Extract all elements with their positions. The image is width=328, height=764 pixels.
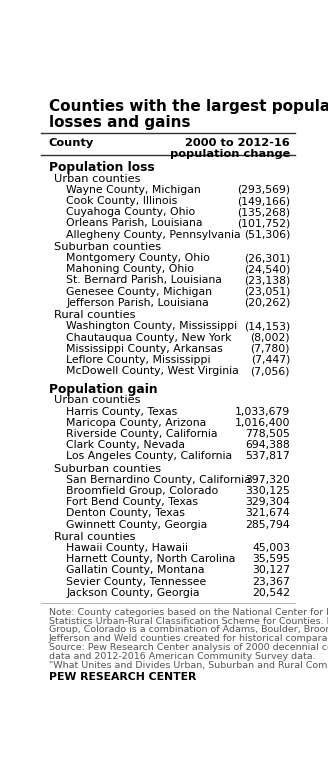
Text: Chautauqua County, New York: Chautauqua County, New York — [66, 332, 232, 342]
Text: Riverside County, California: Riverside County, California — [66, 429, 218, 439]
Text: Rural counties: Rural counties — [54, 310, 135, 320]
Text: Jefferson and Weld counties created for historical comparability.: Jefferson and Weld counties created for … — [49, 634, 328, 643]
Text: 778,505: 778,505 — [245, 429, 290, 439]
Text: Gwinnett County, Georgia: Gwinnett County, Georgia — [66, 520, 208, 529]
Text: 1,033,679: 1,033,679 — [235, 406, 290, 416]
Text: (7,780): (7,780) — [251, 344, 290, 354]
Text: Fort Bend County, Texas: Fort Bend County, Texas — [66, 497, 198, 507]
Text: data and 2012-2016 American Community Survey data.: data and 2012-2016 American Community Su… — [49, 652, 315, 661]
Text: McDowell County, West Virginia: McDowell County, West Virginia — [66, 366, 239, 376]
Text: (135,268): (135,268) — [237, 207, 290, 217]
Text: (14,153): (14,153) — [244, 322, 290, 332]
Text: (8,002): (8,002) — [251, 332, 290, 342]
Text: (20,262): (20,262) — [244, 298, 290, 308]
Text: (26,301): (26,301) — [244, 253, 290, 263]
Text: Population loss: Population loss — [49, 161, 154, 174]
Text: Jefferson Parish, Louisiana: Jefferson Parish, Louisiana — [66, 298, 209, 308]
Text: Montgomery County, Ohio: Montgomery County, Ohio — [66, 253, 210, 263]
Text: 321,674: 321,674 — [245, 508, 290, 519]
Text: Cuyahoga County, Ohio: Cuyahoga County, Ohio — [66, 207, 196, 217]
Text: San Bernardino County, California: San Bernardino County, California — [66, 475, 251, 485]
Text: Washington County, Mississippi: Washington County, Mississippi — [66, 322, 237, 332]
Text: Wayne County, Michigan: Wayne County, Michigan — [66, 185, 201, 195]
Text: 35,595: 35,595 — [252, 555, 290, 565]
Text: Urban counties: Urban counties — [54, 396, 140, 406]
Text: 23,367: 23,367 — [252, 577, 290, 587]
Text: (7,056): (7,056) — [251, 366, 290, 376]
Text: Population gain: Population gain — [49, 383, 157, 396]
Text: 30,127: 30,127 — [252, 565, 290, 575]
Text: Maricopa County, Arizona: Maricopa County, Arizona — [66, 418, 207, 428]
Text: Gallatin County, Montana: Gallatin County, Montana — [66, 565, 205, 575]
Text: PEW RESEARCH CENTER: PEW RESEARCH CENTER — [49, 672, 196, 682]
Text: 2000 to 2012-16: 2000 to 2012-16 — [185, 138, 290, 147]
Text: 1,016,400: 1,016,400 — [235, 418, 290, 428]
Text: Harnett County, North Carolina: Harnett County, North Carolina — [66, 555, 236, 565]
Text: Allegheny County, Pennsylvania: Allegheny County, Pennsylvania — [66, 229, 241, 240]
Text: 694,388: 694,388 — [245, 440, 290, 450]
Text: Suburban counties: Suburban counties — [54, 464, 161, 474]
Text: 45,003: 45,003 — [252, 543, 290, 553]
Text: Harris County, Texas: Harris County, Texas — [66, 406, 178, 416]
Text: Hawaii County, Hawaii: Hawaii County, Hawaii — [66, 543, 188, 553]
Text: Rural counties: Rural counties — [54, 532, 135, 542]
Text: 20,542: 20,542 — [252, 588, 290, 598]
Text: Los Angeles County, California: Los Angeles County, California — [66, 452, 233, 461]
Text: (7,447): (7,447) — [251, 354, 290, 365]
Text: Broomfield Group, Colorado: Broomfield Group, Colorado — [66, 486, 219, 496]
Text: Sevier County, Tennessee: Sevier County, Tennessee — [66, 577, 207, 587]
Text: Jackson County, Georgia: Jackson County, Georgia — [66, 588, 200, 598]
Text: 329,304: 329,304 — [245, 497, 290, 507]
Text: 285,794: 285,794 — [245, 520, 290, 529]
Text: Denton County, Texas: Denton County, Texas — [66, 508, 185, 519]
Text: Statistics Urban-Rural Classification Scheme for Counties. Broomfield: Statistics Urban-Rural Classification Sc… — [49, 617, 328, 626]
Text: (51,306): (51,306) — [244, 229, 290, 240]
Text: Genesee County, Michigan: Genesee County, Michigan — [66, 286, 213, 296]
Text: Urban counties: Urban counties — [54, 173, 140, 183]
Text: (23,051): (23,051) — [244, 286, 290, 296]
Text: Note: County categories based on the National Center for Health: Note: County categories based on the Nat… — [49, 608, 328, 617]
Text: Orleans Parish, Louisiana: Orleans Parish, Louisiana — [66, 219, 203, 228]
Text: (24,540): (24,540) — [244, 264, 290, 274]
Text: Suburban counties: Suburban counties — [54, 242, 161, 252]
Text: Mississippi County, Arkansas: Mississippi County, Arkansas — [66, 344, 223, 354]
Text: (101,752): (101,752) — [237, 219, 290, 228]
Text: County: County — [49, 138, 94, 147]
Text: Leflore County, Mississippi: Leflore County, Mississippi — [66, 354, 211, 365]
Text: Counties with the largest population: Counties with the largest population — [49, 99, 328, 114]
Text: (149,166): (149,166) — [237, 196, 290, 206]
Text: losses and gains: losses and gains — [49, 115, 190, 130]
Text: 397,320: 397,320 — [245, 475, 290, 485]
Text: Clark County, Nevada: Clark County, Nevada — [66, 440, 185, 450]
Text: 330,125: 330,125 — [245, 486, 290, 496]
Text: (293,569): (293,569) — [237, 185, 290, 195]
Text: population change: population change — [170, 149, 290, 159]
Text: Cook County, Illinois: Cook County, Illinois — [66, 196, 178, 206]
Text: (23,138): (23,138) — [244, 276, 290, 286]
Text: Mahoning County, Ohio: Mahoning County, Ohio — [66, 264, 195, 274]
Text: 537,817: 537,817 — [245, 452, 290, 461]
Text: St. Bernard Parish, Louisiana: St. Bernard Parish, Louisiana — [66, 276, 222, 286]
Text: "What Unites and Divides Urban, Suburban and Rural Communities": "What Unites and Divides Urban, Suburban… — [49, 661, 328, 670]
Text: Source: Pew Research Center analysis of 2000 decennial census SF3: Source: Pew Research Center analysis of … — [49, 643, 328, 652]
Text: Group, Colorado is a combination of Adams, Boulder, Broomfield,: Group, Colorado is a combination of Adam… — [49, 626, 328, 634]
